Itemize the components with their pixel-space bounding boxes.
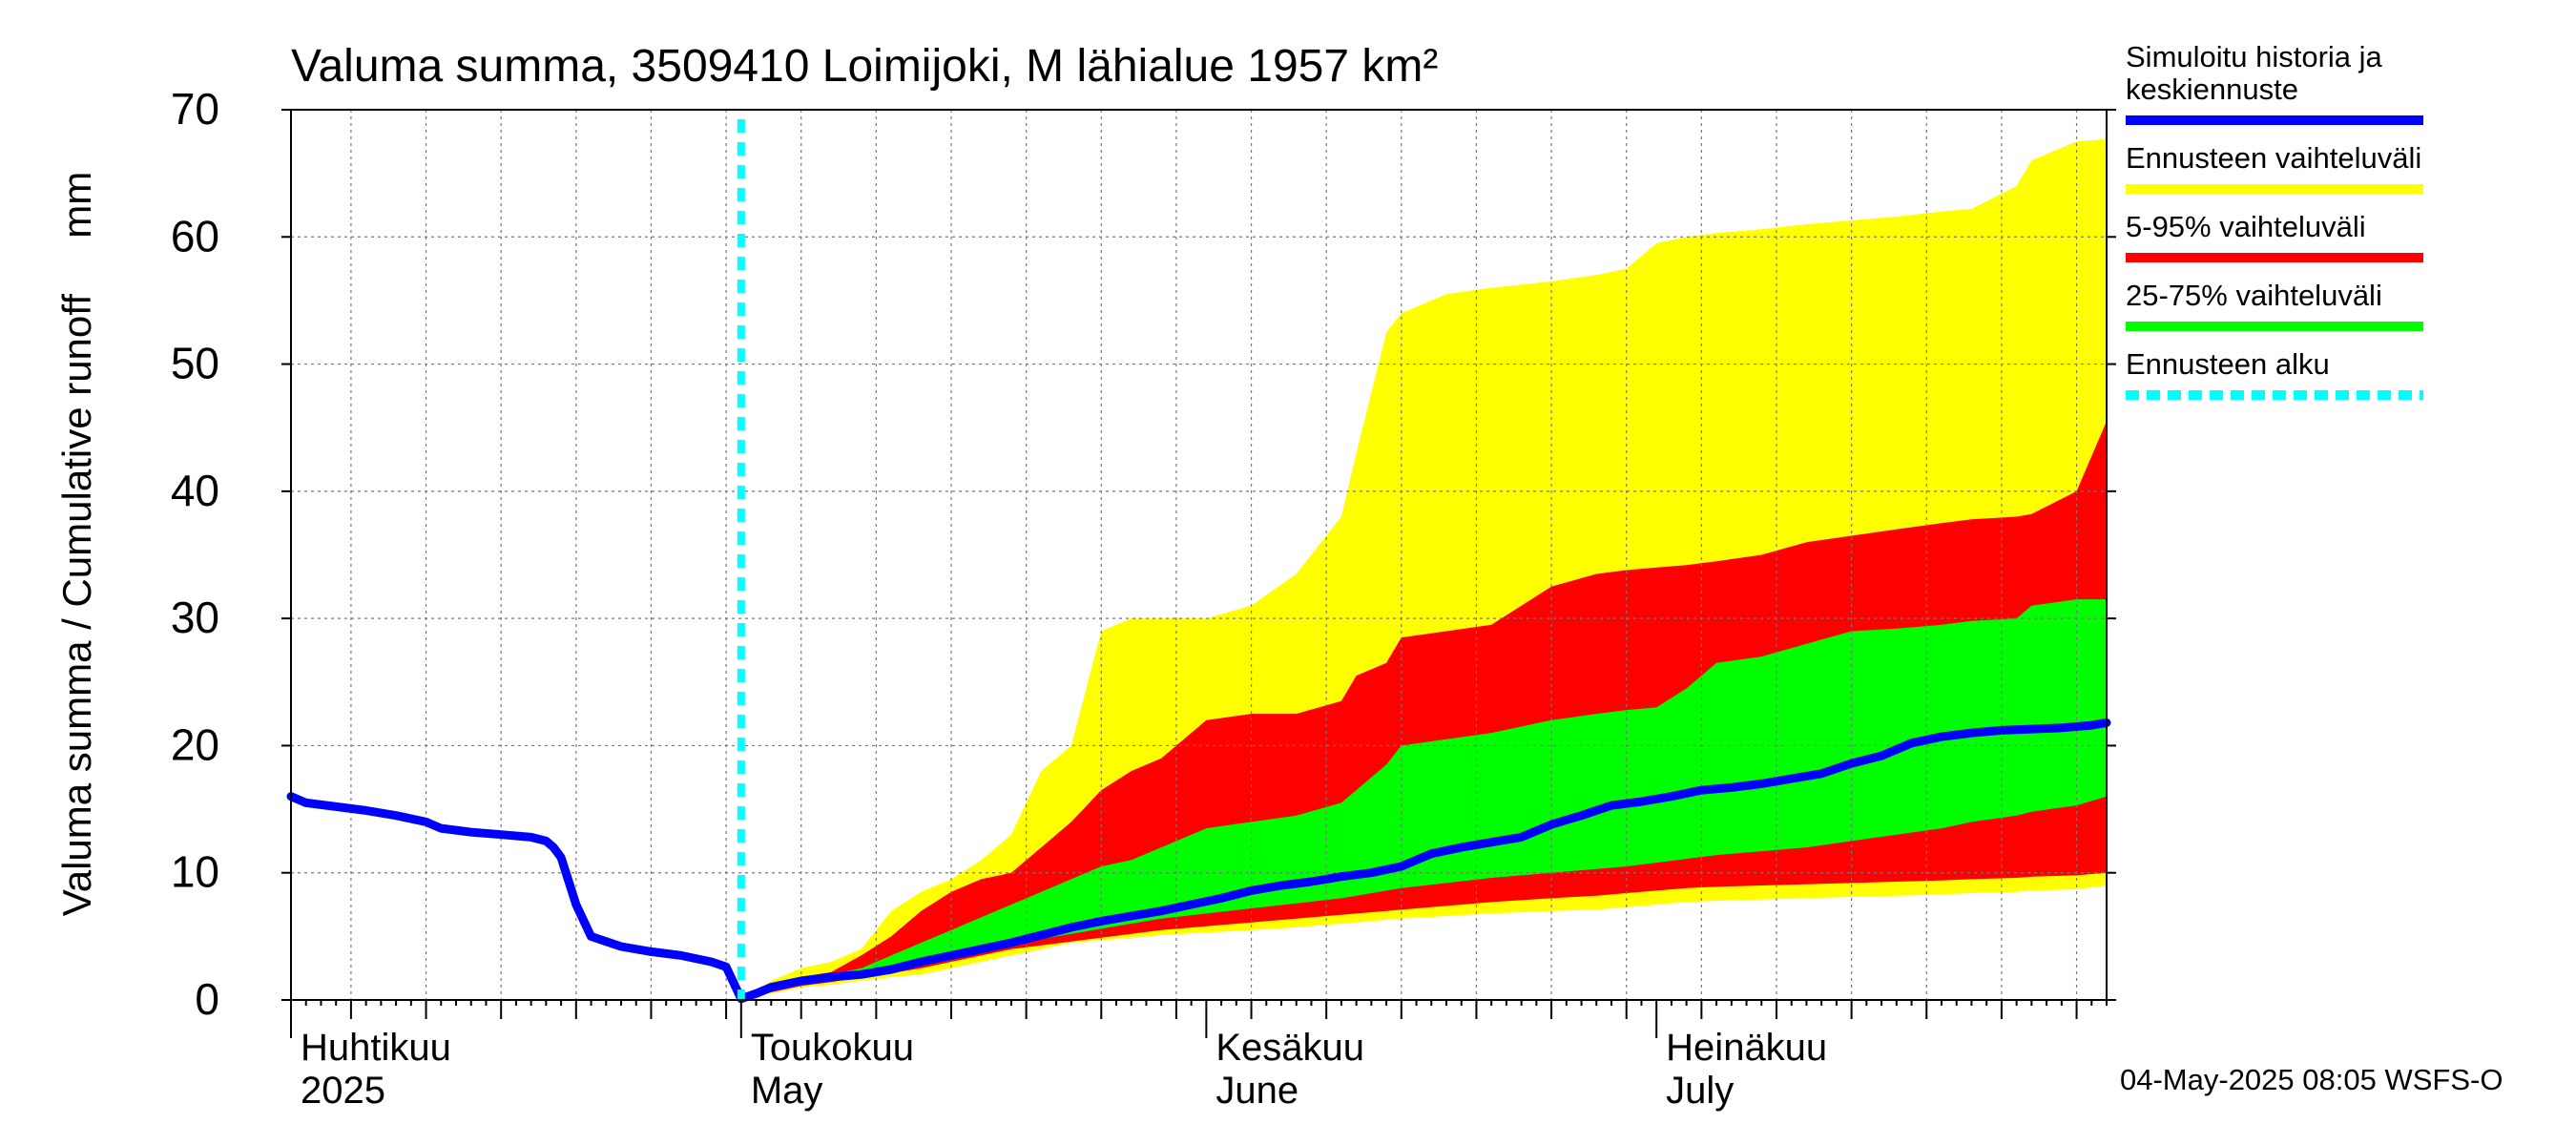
grid-lines (291, 110, 2107, 1000)
y-tick-label: 50 (171, 339, 219, 388)
y-tick-label: 30 (171, 593, 219, 642)
month-label-en: July (1666, 1070, 1734, 1112)
legend-label: Ennusteen vaihteluväli (2126, 141, 2421, 175)
month-label-fi: Heinäkuu (1666, 1027, 1827, 1069)
band-3 (740, 599, 2107, 1000)
y-tick-label: 70 (171, 84, 219, 134)
month-label-fi: Kesäkuu (1215, 1027, 1364, 1069)
y-tick-label: 0 (195, 974, 219, 1024)
legend-label: keskiennuste (2126, 73, 2298, 106)
x-axis-ticks (290, 1000, 2108, 1038)
legend-label: Ennusteen alku (2126, 347, 2330, 381)
y-tick-label: 60 (171, 211, 219, 260)
y-tick-label: 10 (171, 847, 219, 897)
y-tick-label: 20 (171, 719, 219, 769)
plot-frame (290, 109, 2108, 1001)
month-label-en: June (1215, 1070, 1298, 1112)
footer-timestamp: 04-May-2025 08:05 WSFS-O (2120, 1063, 2503, 1096)
y-axis-label: Valuma summa / Cumulative runoff mm (54, 172, 99, 916)
chart-title: Valuma summa, 3509410 Loimijoki, M lähia… (291, 41, 1438, 92)
month-label-fi: Huhtikuu (301, 1027, 451, 1069)
y-tick-label: 40 (171, 466, 219, 515)
legend-label: 25-75% vaihteluväli (2126, 279, 2382, 312)
mean-forecast-line (286, 718, 2111, 1004)
month-label-en: May (751, 1070, 823, 1112)
month-label-en: 2025 (301, 1070, 385, 1112)
month-label-fi: Toukokuu (751, 1027, 914, 1069)
mean-line-layer (286, 718, 2111, 1004)
y-axis-ticks: 0 10 20 30 40 50 60 70 (171, 84, 2116, 1024)
legend-label: Simuloitu historia ja (2126, 40, 2383, 73)
legend-label: 5-95% vaihteluväli (2126, 210, 2366, 243)
band-2 (740, 421, 2107, 1000)
